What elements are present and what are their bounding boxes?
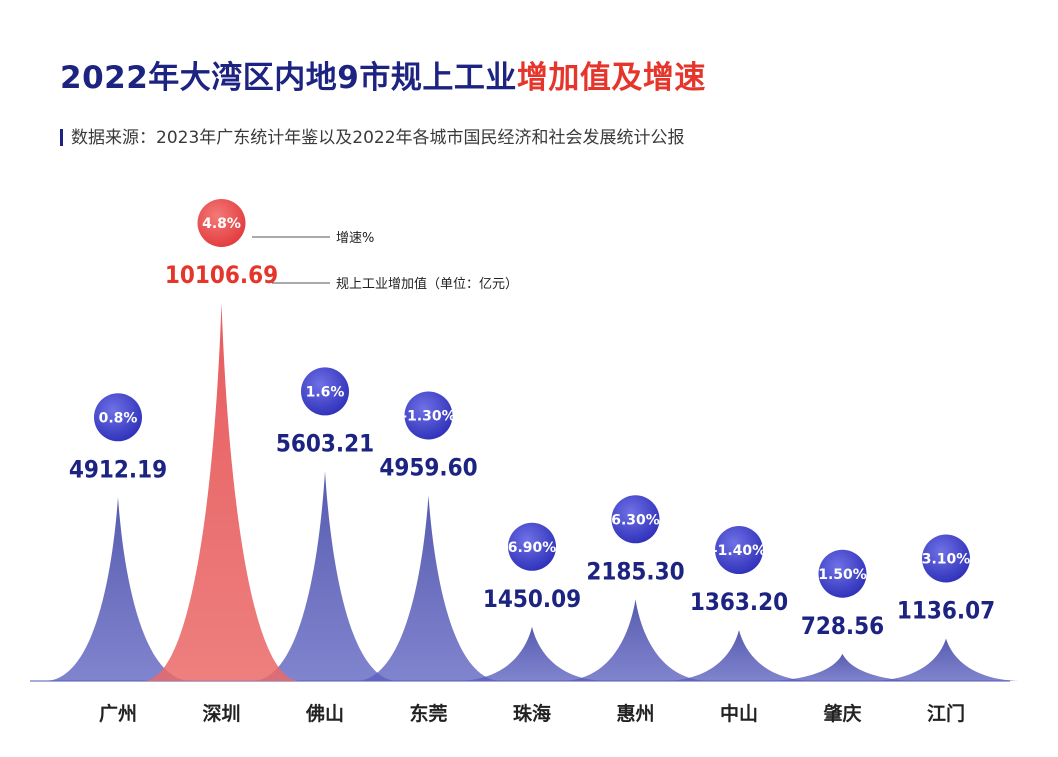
growth-label: 6.30% xyxy=(611,512,660,528)
growth-bubble xyxy=(94,393,142,442)
title-main: 2022年大湾区内地9市规上工业 xyxy=(60,60,517,96)
value-label: 4959.60 xyxy=(379,454,477,482)
labels-layer: 4912.19 0.8% 广州 10106.69 4.8% 深圳 5603.21 1.6% 佛山… xyxy=(69,199,995,725)
peak-惠州 xyxy=(563,599,708,681)
peaks-layer xyxy=(30,303,1018,682)
value-label: 1136.07 xyxy=(897,597,995,625)
peak-东莞 xyxy=(356,495,501,681)
growth-label: 6.90% xyxy=(508,540,557,556)
growth-bubble xyxy=(404,391,453,440)
growth-bubble xyxy=(301,367,349,416)
peak-珠海 xyxy=(460,626,604,681)
value-label: 1363.20 xyxy=(690,588,788,616)
peak-深圳 xyxy=(143,303,300,681)
peak-佛山 xyxy=(253,471,397,681)
growth-label: 4.8% xyxy=(202,216,241,232)
city-label: 中山 xyxy=(720,702,758,725)
value-label: 2185.30 xyxy=(586,557,684,585)
growth-label: 1.50% xyxy=(818,567,867,583)
city-label: 肇庆 xyxy=(823,702,861,725)
data-source: 数据来源：2023年广东统计年鉴以及2022年各城市国民经济和社会发展统计公报 xyxy=(60,123,685,148)
city-label: 江门 xyxy=(927,702,965,725)
peak-江门 xyxy=(874,638,1018,681)
value-label: 1450.09 xyxy=(483,585,581,613)
value-label: 728.56 xyxy=(801,612,884,640)
page-title: 2022年大湾区内地9市规上工业增加值及增速 xyxy=(60,52,706,97)
city-label: 东莞 xyxy=(409,702,447,725)
value-label: 4912.19 xyxy=(69,455,167,483)
city-label: 惠州 xyxy=(616,703,654,725)
growth-bubble xyxy=(715,526,763,575)
city-label: 佛山 xyxy=(305,702,344,725)
subtitle-text: 数据来源：2023年广东统计年鉴以及2022年各城市国民经济和社会发展统计公报 xyxy=(71,128,685,148)
growth-bubble xyxy=(197,199,246,247)
city-label: 珠海 xyxy=(513,702,551,725)
growth-label: 0.8% xyxy=(99,410,138,426)
legend-value-text: 规上工业增加值（单位：亿元） xyxy=(336,276,518,292)
peak-广州 xyxy=(46,497,190,681)
peak-中山 xyxy=(667,630,811,681)
legend: 增速% 规上工业增加值（单位：亿元） xyxy=(252,231,518,292)
growth-bubble xyxy=(922,534,970,583)
peak-肇庆 xyxy=(770,653,915,681)
growth-label: -1.30% xyxy=(401,409,455,425)
growth-bubble xyxy=(818,549,867,598)
value-label: 10106.69 xyxy=(165,261,278,289)
value-label: 5603.21 xyxy=(276,429,374,457)
city-label: 深圳 xyxy=(202,702,240,725)
legend-growth-text: 增速% xyxy=(336,231,374,246)
subtitle-bar xyxy=(60,129,63,146)
growth-bubble xyxy=(611,495,660,544)
growth-label: -1.40% xyxy=(712,543,766,559)
city-label: 广州 xyxy=(99,702,137,725)
growth-label: 3.10% xyxy=(922,552,971,568)
growth-bubble xyxy=(508,522,556,571)
growth-label: 1.6% xyxy=(306,384,345,400)
title-accent: 增加值及增速 xyxy=(516,60,706,96)
